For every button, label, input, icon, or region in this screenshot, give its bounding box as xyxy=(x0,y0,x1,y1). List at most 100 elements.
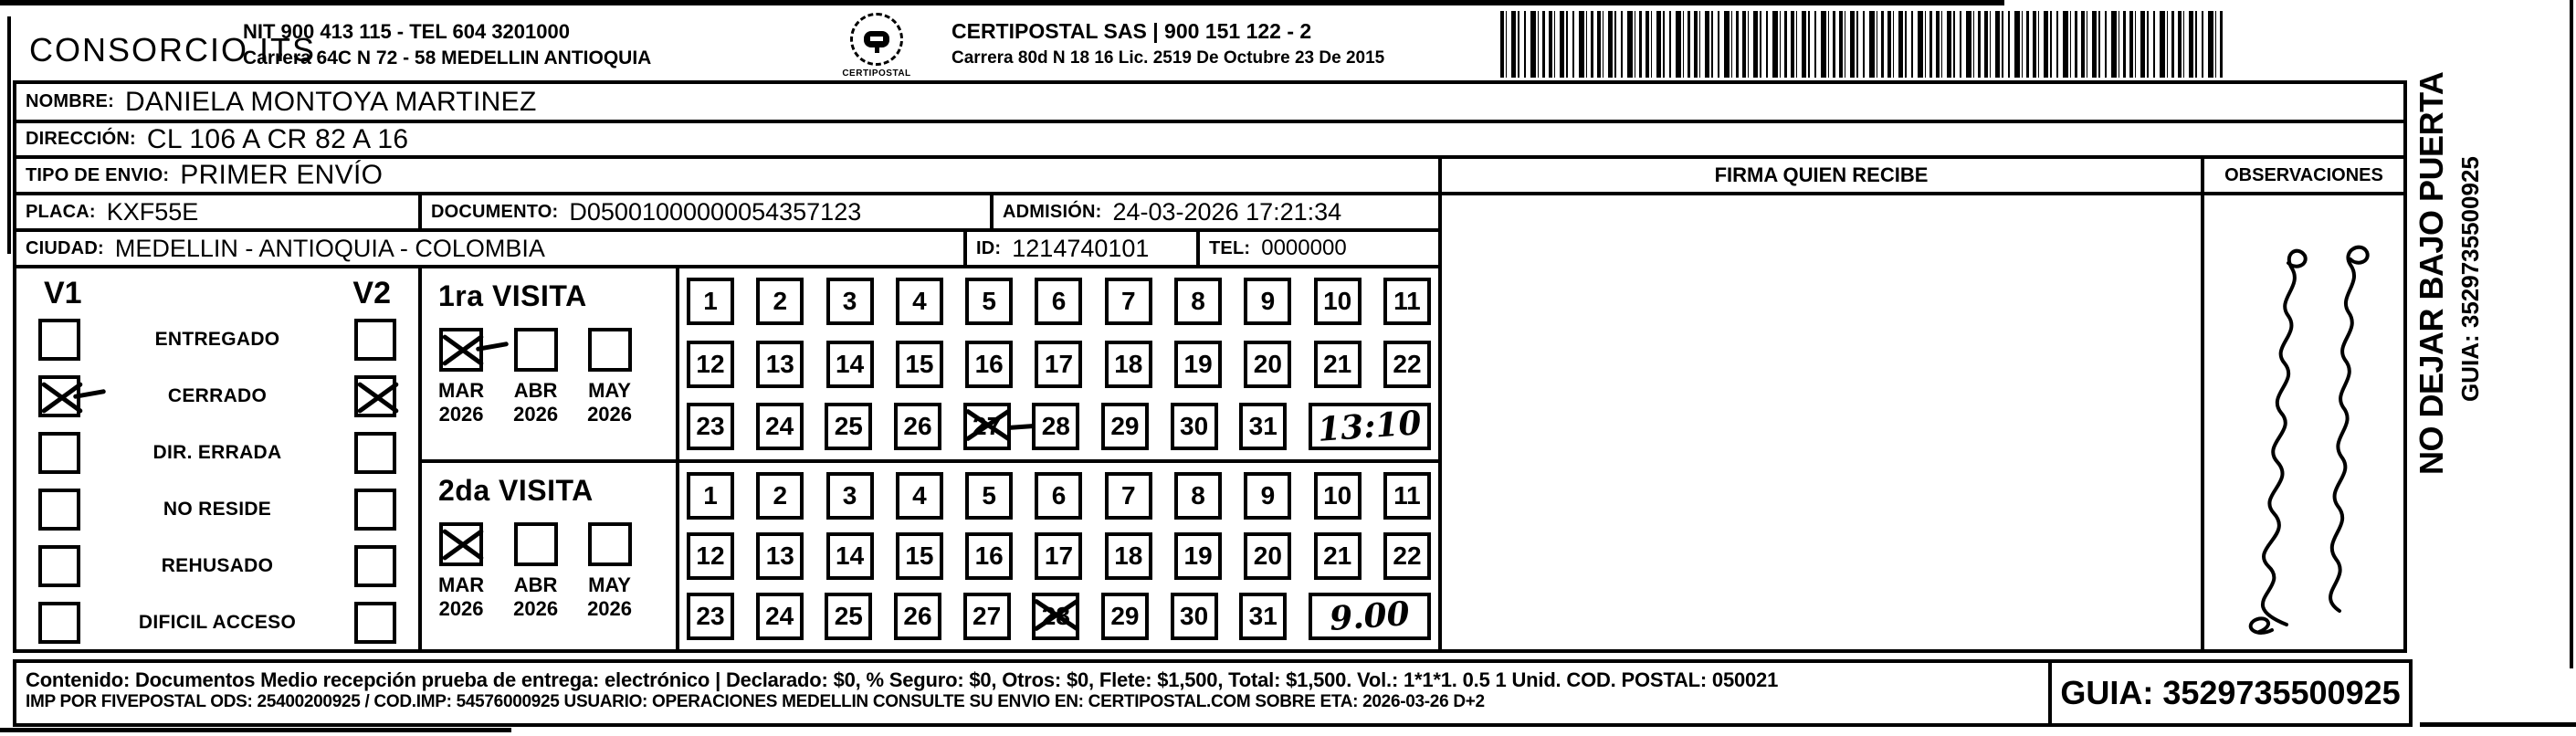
guia-number: GUIA: 3529735500925 xyxy=(2060,674,2401,711)
documento-label: DOCUMENTO: xyxy=(431,201,559,222)
day-cell-24-visit1: 24 xyxy=(755,403,804,450)
day-cell-21-visit2: 21 xyxy=(1313,532,1362,580)
checkbox-month-abr-visit2 xyxy=(513,522,558,566)
month-option-may-visit1: MAY 2026 xyxy=(587,328,632,426)
footer-line1: Contenido: Documentos Medio recepción pr… xyxy=(26,668,1779,691)
signature-area xyxy=(1438,192,2204,653)
side-note-guia: GUIA: 3529735500925 xyxy=(2456,156,2484,402)
status-label-cerrado: CERRADO xyxy=(167,385,268,406)
firma-header: FIRMA QUIEN RECIBE xyxy=(1438,155,2204,195)
nombre-label: NOMBRE: xyxy=(26,91,114,111)
day-cell-25-visit2: 25 xyxy=(825,593,873,640)
month-label: ABR xyxy=(513,379,558,402)
month-label: ABR xyxy=(513,573,558,596)
time-box-visit2: 9.00 xyxy=(1308,593,1431,640)
visita1-panel: 1ra VISITA MAR 2026 ABR 2026 MAY 2026 xyxy=(418,265,679,463)
v1-column-label: V1 xyxy=(44,276,82,310)
day-cell-11-visit2: 11 xyxy=(1383,472,1431,520)
day-cell-3-visit2: 3 xyxy=(825,472,874,520)
ciudad-cell: CIUDAD: MEDELLIN - ANTIOQUIA - COLOMBIA xyxy=(13,228,967,268)
status-label-dir-errada: DIR. ERRADA xyxy=(152,442,282,463)
checkbox-rehusado-v1 xyxy=(38,545,80,587)
visita2-title: 2da VISITA xyxy=(438,474,594,507)
day-cell-2-visit1: 2 xyxy=(756,278,804,325)
handwritten-time: 9.00 xyxy=(1328,594,1412,639)
month-label: MAY xyxy=(588,379,631,402)
status-row-dir-errada: DIR. ERRADA xyxy=(16,425,418,481)
month-option-may-visit2: MAY 2026 xyxy=(587,522,632,621)
day-cell-10-visit2: 10 xyxy=(1313,472,1362,520)
logo-glyph-icon xyxy=(864,31,889,53)
visita1-months: MAR 2026 ABR 2026 MAY 2026 xyxy=(422,313,676,426)
visita2-day-grid: 1 2 3 4 5 6 7 8 9 10 11 12 13 14 15 16 17 18 19 20 21 22 23 24 2… xyxy=(676,459,1442,653)
day-cell-16-visit2: 16 xyxy=(965,532,1014,580)
checkbox-rehusado-v2 xyxy=(354,545,396,587)
day-cell-27-visit2: 27 xyxy=(962,593,1011,640)
day-cell-29-visit1: 29 xyxy=(1100,403,1149,450)
day-cell-18-visit2: 18 xyxy=(1104,532,1152,580)
day-row: 1 2 3 4 5 6 7 8 9 10 11 xyxy=(687,278,1431,325)
documento-value: D05001000000054357123 xyxy=(569,197,862,226)
day-cell-19-visit2: 19 xyxy=(1174,532,1223,580)
certipostal-block: CERTIPOSTAL SAS | 900 151 122 - 2 Carrer… xyxy=(952,18,1384,71)
tel-label: TEL: xyxy=(1209,237,1251,258)
scan-edge-bottom-left xyxy=(0,728,511,732)
direccion-label: DIRECCIÓN: xyxy=(26,129,136,149)
observaciones-header: OBSERVACIONES xyxy=(2201,155,2407,195)
scan-edge-top xyxy=(0,0,2004,5)
tel-value: 0000000 xyxy=(1261,236,1347,260)
scan-edge-left xyxy=(7,16,11,254)
footer-line2: IMP POR FIVEPOSTAL ODS: 25400200925 / CO… xyxy=(26,692,1485,711)
checkbox-month-mar-visit2 xyxy=(439,522,485,566)
status-row-cerrado: CERRADO xyxy=(16,368,418,425)
day-cell-4-visit1: 4 xyxy=(895,278,943,325)
admision-value: 24-03-2026 17:21:34 xyxy=(1112,197,1342,226)
day-cell-12-visit2: 12 xyxy=(687,532,734,580)
admision-label: ADMISIÓN: xyxy=(1003,201,1102,222)
tel-cell: TEL: 0000000 xyxy=(1196,228,1442,268)
day-cell-18-visit1: 18 xyxy=(1104,340,1152,388)
status-row-dificil-acceso: DIFICIL ACCESO xyxy=(16,594,418,649)
day-cell-8-visit2: 8 xyxy=(1174,472,1223,520)
status-label-rehusado: REHUSADO xyxy=(161,555,274,576)
status-label-dificil-acceso: DIFICIL ACCESO xyxy=(138,612,297,633)
month-label: MAR xyxy=(438,379,485,402)
admision-cell: ADMISIÓN: 24-03-2026 17:21:34 xyxy=(990,192,1442,232)
checkbox-month-may-visit2 xyxy=(587,522,632,566)
id-value: 1214740101 xyxy=(1012,234,1150,262)
nombre-value: DANIELA MONTOYA MARTINEZ xyxy=(124,86,537,117)
month-year: 2026 xyxy=(587,597,633,620)
checkbox-cerrado-v2 xyxy=(354,375,400,417)
scan-edge-right xyxy=(2570,0,2573,668)
barcode xyxy=(1500,11,2226,78)
nombre-row: NOMBRE: DANIELA MONTOYA MARTINEZ xyxy=(13,80,2407,123)
day-cell-14-visit2: 14 xyxy=(825,532,874,580)
placa-cell: PLACA: KXF55E xyxy=(13,192,422,232)
day-cell-15-visit2: 15 xyxy=(895,532,943,580)
v2-column-label: V2 xyxy=(352,276,391,310)
placa-value: KXF55E xyxy=(106,197,199,226)
tipo-envio-cell: TIPO DE ENVIO: PRIMER ENVÍO xyxy=(13,155,1442,195)
observations-area xyxy=(2201,192,2407,653)
handwritten-x-tail xyxy=(475,341,510,352)
checkbox-dificil-acceso-v1 xyxy=(38,602,80,644)
certipostal-address-line: Carrera 80d N 18 16 Lic. 2519 De Octubre… xyxy=(952,48,1385,68)
visita1-day-grid: 1 2 3 4 5 6 7 8 9 10 11 12 13 14 15 16 17 18 19 20 21 22 23 24 2… xyxy=(676,265,1442,463)
scan-edge-bottom-right xyxy=(2420,722,2576,727)
checkbox-month-abr-visit1 xyxy=(513,328,558,372)
visita2-panel: 2da VISITA MAR 2026 ABR 2026 MAY 2026 xyxy=(418,459,679,653)
day-cell-7-visit2: 7 xyxy=(1104,472,1152,520)
placa-label: PLACA: xyxy=(26,201,96,222)
day-cell-31-visit2: 31 xyxy=(1239,593,1288,640)
tipo-envio-label: TIPO DE ENVIO: xyxy=(26,164,170,185)
day-cell-31-visit1: 31 xyxy=(1239,403,1288,450)
month-year: 2026 xyxy=(513,403,559,426)
status-row-rehusado: REHUSADO xyxy=(16,538,418,594)
day-cell-28-visit1: 28 xyxy=(1032,403,1080,450)
day-cell-17-visit1: 17 xyxy=(1035,340,1083,388)
checkbox-dificil-acceso-v2 xyxy=(354,602,396,644)
day-cell-4-visit2: 4 xyxy=(895,472,943,520)
day-cell-25-visit1: 25 xyxy=(825,403,873,450)
status-panel-header: V1 V2 xyxy=(16,268,418,311)
day-cell-10-visit1: 10 xyxy=(1313,278,1362,325)
